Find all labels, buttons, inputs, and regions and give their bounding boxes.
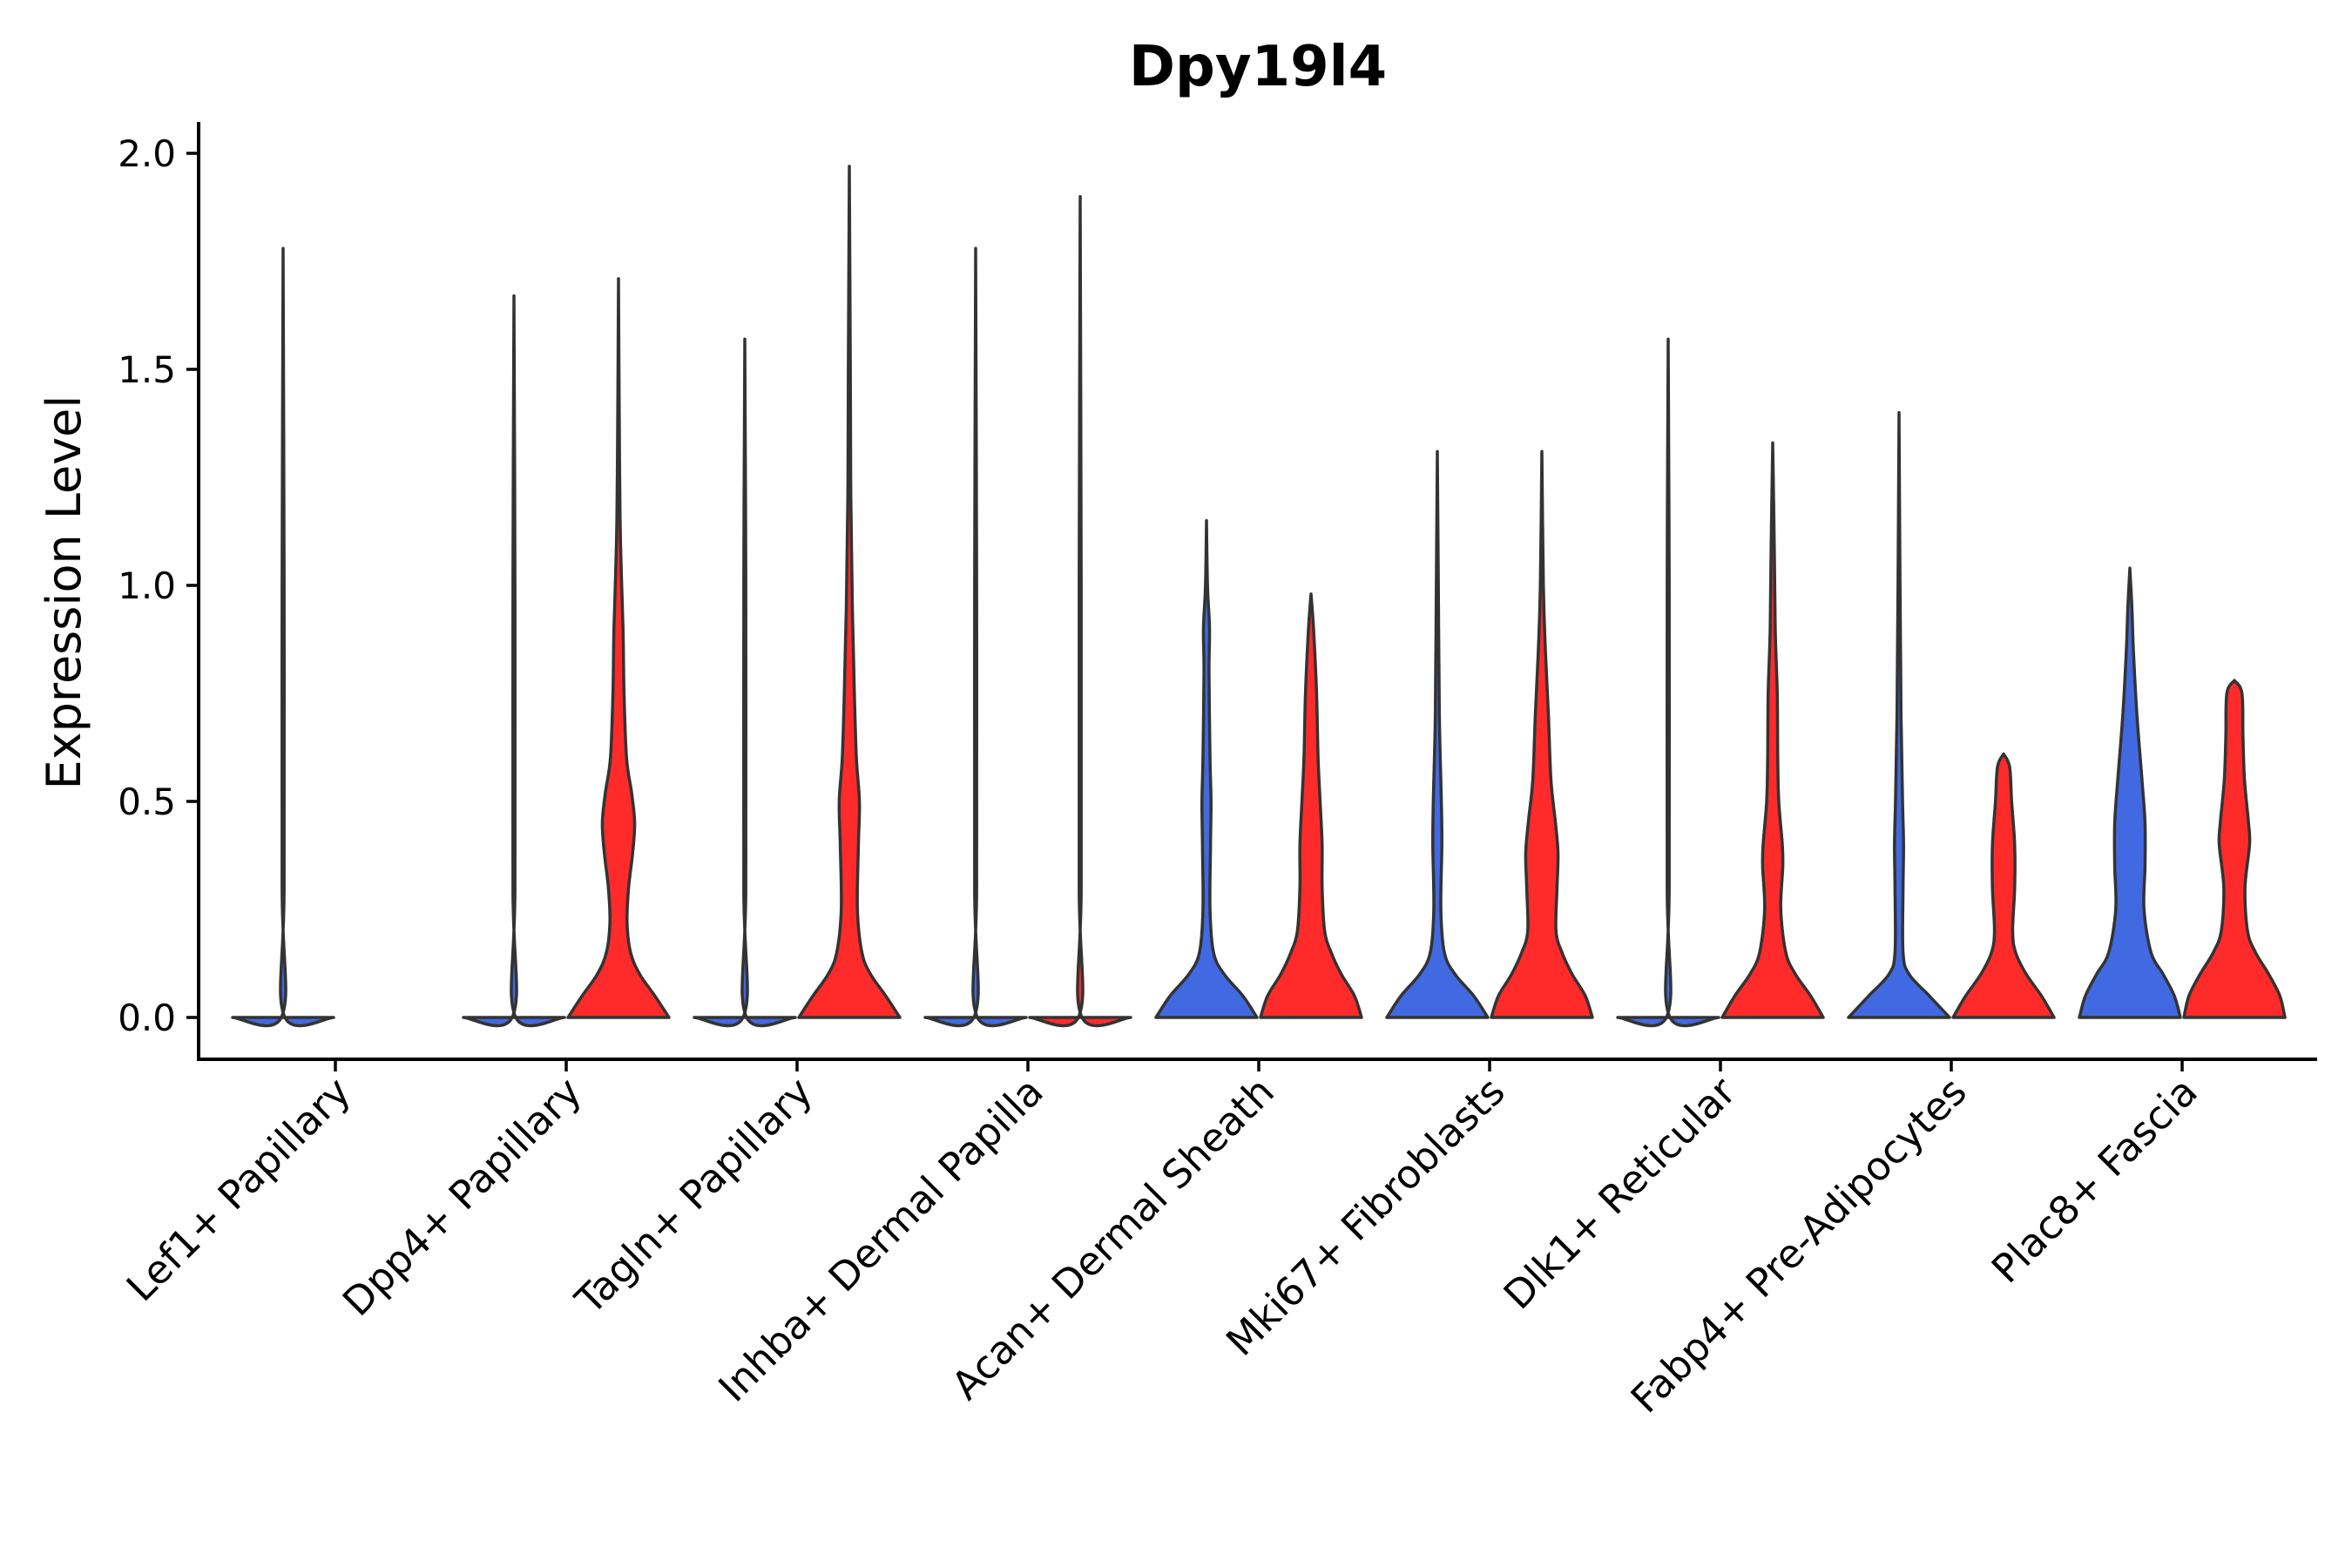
violin-group1 xyxy=(923,247,1028,1028)
x-category-label: Tagln+ Papillary xyxy=(566,1068,821,1323)
violin-group1 xyxy=(1154,518,1259,1019)
x-category-label: Plac8+ Fascia xyxy=(1983,1068,2207,1292)
chart-title: Dpy19l4 xyxy=(1129,35,1387,99)
y-tick-label: 0.0 xyxy=(118,997,176,1039)
violin-group2 xyxy=(1951,752,2056,1019)
violin-group1 xyxy=(462,294,566,1028)
violin-group1 xyxy=(231,247,335,1028)
violin-group2 xyxy=(1259,592,1363,1019)
y-axis-label: Expression Level xyxy=(37,395,91,790)
violin-group2 xyxy=(1028,194,1132,1028)
y-tick-label: 1.0 xyxy=(118,564,176,607)
violin-group1 xyxy=(693,337,797,1028)
y-tick-label: 0.5 xyxy=(118,781,176,823)
violin-group2 xyxy=(1490,449,1594,1019)
y-tick-label: 1.5 xyxy=(118,348,176,391)
y-tick-label: 2.0 xyxy=(118,132,176,175)
violin-group1 xyxy=(2078,566,2182,1019)
x-category-label: Dlk1+ Reticular xyxy=(1495,1068,1745,1318)
x-category-label: Dpp4+ Papillary xyxy=(334,1068,591,1325)
x-category-label: Lef1+ Papillary xyxy=(118,1068,360,1310)
violin-group2 xyxy=(1720,441,1825,1019)
violin-group1 xyxy=(1616,337,1720,1028)
violin-group2 xyxy=(566,277,671,1019)
violin-group1 xyxy=(1385,449,1490,1019)
violin-group1 xyxy=(1847,410,1951,1019)
axis-lines xyxy=(197,122,2317,1061)
violin-group2 xyxy=(797,165,902,1019)
violin-group2 xyxy=(2182,679,2287,1019)
